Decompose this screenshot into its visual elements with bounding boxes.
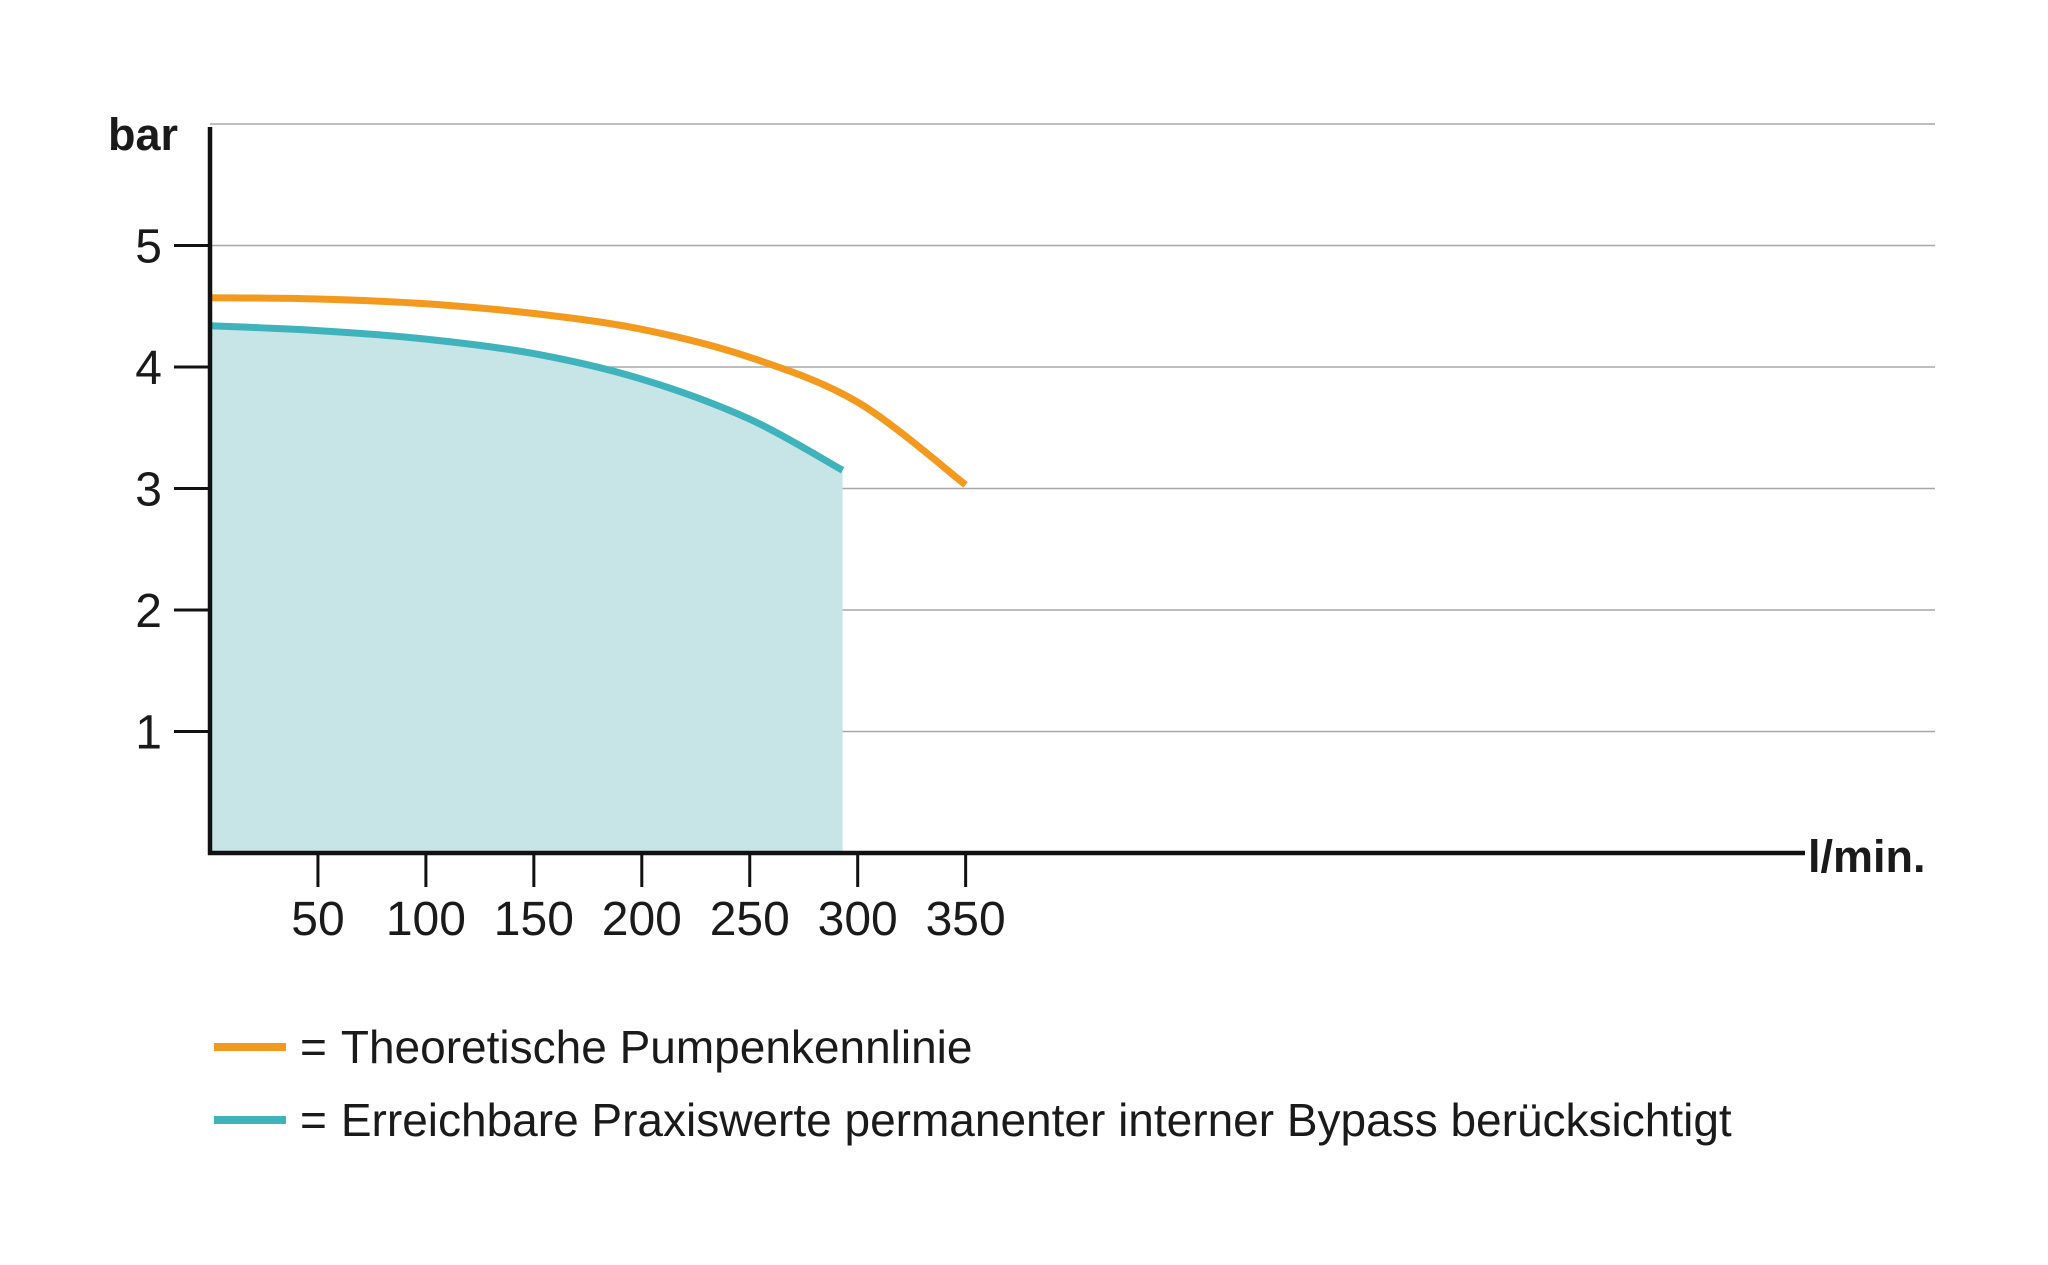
legend-label: Theoretische Pumpenkennlinie (341, 1021, 973, 1073)
x-tick-label: 250 (710, 893, 790, 946)
legend-label: Erreichbare Praxiswerte permanenter inte… (341, 1094, 1732, 1146)
series-line-1 (209, 294, 968, 488)
x-tick-label: 350 (926, 893, 1006, 946)
x-tick-label: 150 (494, 893, 574, 946)
x-tick-label: 100 (386, 893, 466, 946)
x-tick-label: 300 (818, 893, 898, 946)
y-axis-title: bar (108, 109, 178, 160)
x-tick-label: 200 (602, 893, 682, 946)
series-area-2 (210, 325, 843, 853)
y-tick-label: 4 (135, 342, 162, 395)
legend-item-2: = Erreichbare Praxiswerte permanenter int… (300, 1094, 1732, 1146)
y-tick-label: 1 (135, 707, 162, 760)
axis-layer: 50 100 150 200 250 300 350 1 2 3 4 5 bar l/min. (108, 109, 1926, 946)
line-layer (209, 294, 968, 488)
legend-item-1: = Theoretische Pumpenkennlinie (300, 1021, 972, 1073)
legend-equals-sign: = (300, 1094, 327, 1146)
series-line-2 (209, 322, 845, 474)
legend-layer: = Theoretische Pumpenkennlinie = Erreichbar… (214, 1021, 1732, 1146)
area-layer (210, 325, 843, 853)
y-tick-label: 5 (135, 221, 162, 274)
x-axis-title: l/min. (1808, 831, 1926, 882)
y-tick-label: 3 (135, 464, 162, 517)
y-tick-label: 2 (135, 585, 162, 638)
legend-equals-sign: = (300, 1021, 327, 1073)
x-tick-label: 50 (291, 893, 344, 946)
